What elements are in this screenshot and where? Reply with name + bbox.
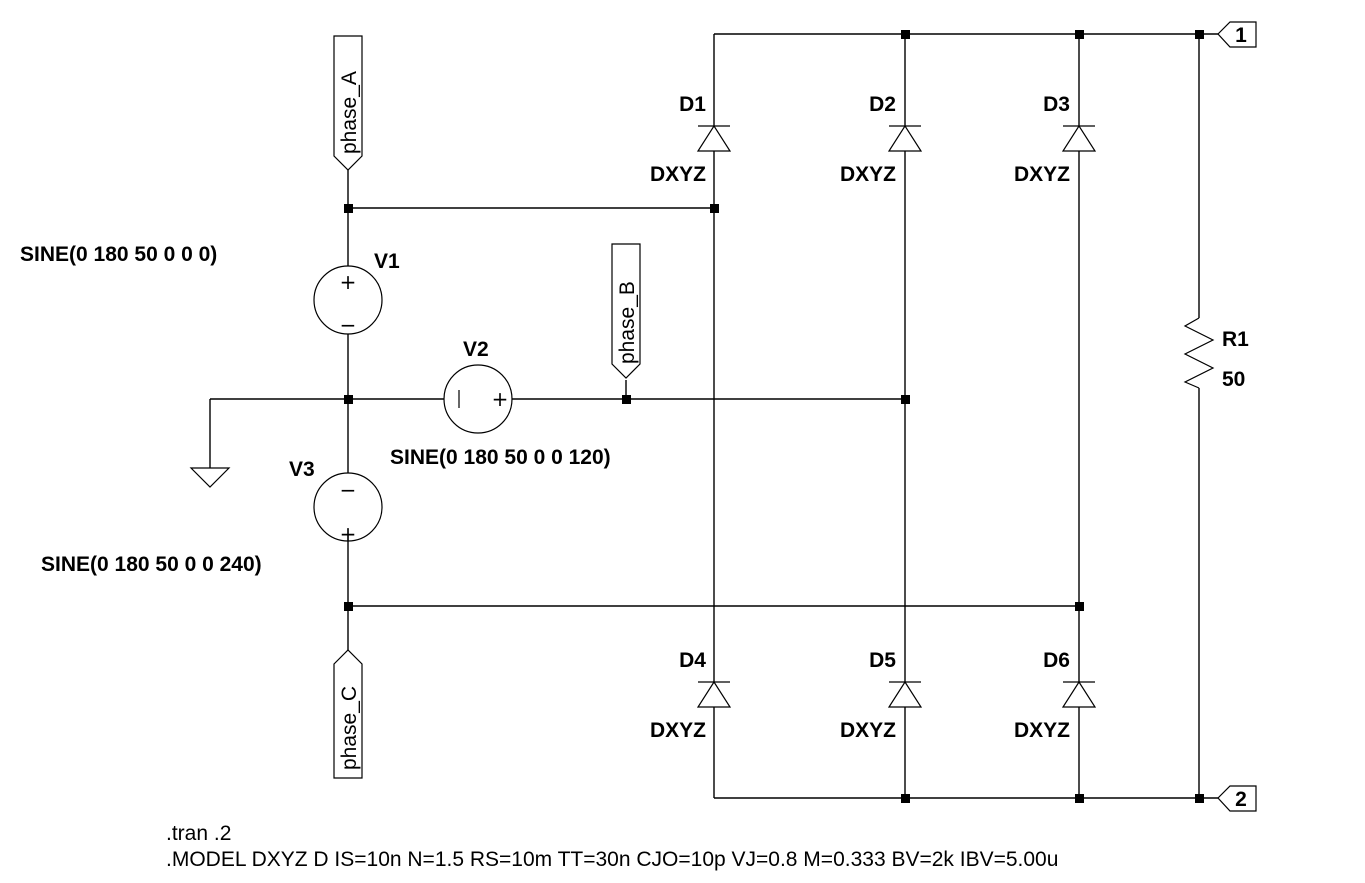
d1-model: DXYZ: [650, 163, 706, 186]
v3-value: SINE(0 180 50 0 0 240): [41, 553, 262, 576]
phase-b-label: phase_B: [616, 281, 639, 364]
directive-model: .MODEL DXYZ D IS=10n N=1.5 RS=10m TT=30n…: [166, 848, 1058, 871]
v1-minus: −: [340, 313, 357, 337]
d4-model: DXYZ: [650, 719, 706, 742]
phase-c-label: phase_C: [338, 686, 361, 770]
d3-name: D3: [1043, 93, 1070, 116]
v2-value: SINE(0 180 50 0 0 120): [390, 446, 611, 469]
d2-name: D2: [869, 93, 896, 116]
source-v2: + V2 SINE(0 180 50 0 0 120): [390, 338, 611, 469]
source-v3: − + V3 SINE(0 180 50 0 0 240): [41, 458, 383, 576]
source-v1: + − V1 SINE(0 180 50 0 0 0): [20, 243, 400, 337]
d5-model: DXYZ: [840, 719, 896, 742]
port-2: 2: [1217, 785, 1257, 812]
net-label-phase-c: phase_C: [333, 649, 363, 779]
v3-minus: −: [340, 478, 357, 502]
v3-name: V3: [289, 458, 315, 481]
v1-plus: +: [340, 270, 357, 294]
wires: [209, 33, 1218, 799]
d6-name: D6: [1043, 649, 1070, 672]
v1-name: V1: [374, 250, 400, 273]
v1-value: SINE(0 180 50 0 0 0): [20, 243, 217, 266]
resistor-r1: R1 50: [1183, 317, 1249, 391]
d5-name: D5: [869, 649, 896, 672]
diode-d5: D5 DXYZ: [840, 649, 923, 742]
port-2-label: 2: [1235, 788, 1247, 811]
r1-value: 50: [1222, 368, 1245, 391]
d1-name: D1: [679, 93, 706, 116]
diode-d4: D4 DXYZ: [650, 649, 732, 742]
diode-d1: D1 DXYZ: [650, 93, 732, 186]
d3-model: DXYZ: [1014, 163, 1070, 186]
d6-model: DXYZ: [1014, 719, 1070, 742]
v2-name: V2: [463, 338, 489, 361]
phase-a-label: phase_A: [338, 71, 361, 154]
net-label-phase-b: phase_B: [611, 243, 641, 379]
d2-model: DXYZ: [840, 163, 896, 186]
port-1: 1: [1217, 21, 1257, 48]
v2-plus: +: [492, 387, 509, 411]
ground-icon: [189, 467, 231, 488]
r1-name: R1: [1222, 328, 1249, 351]
directive-tran: .tran .2: [166, 822, 231, 845]
port-1-label: 1: [1235, 24, 1247, 47]
junction-dots: [344, 30, 1204, 803]
diode-d3: D3 DXYZ: [1014, 93, 1097, 186]
d4-name: D4: [679, 649, 706, 672]
v3-plus: +: [340, 522, 357, 546]
diode-d6: D6 DXYZ: [1014, 649, 1097, 742]
diode-d2: D2 DXYZ: [840, 93, 923, 186]
net-label-phase-a: phase_A: [333, 35, 363, 175]
